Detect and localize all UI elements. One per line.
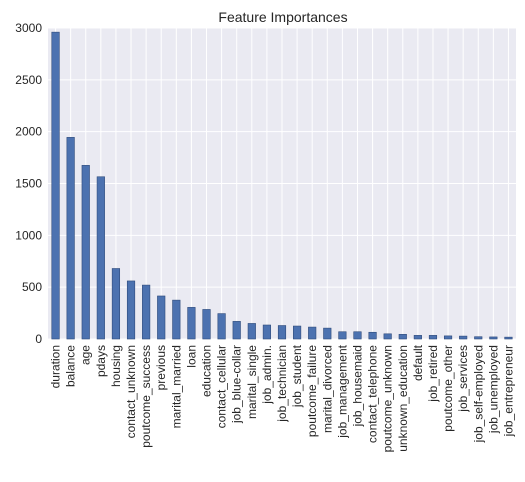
bar-marital_divorced	[324, 328, 332, 339]
bar-job_management	[339, 332, 347, 339]
bar-contact_telephone	[369, 332, 377, 339]
x-tick-label: previous	[154, 345, 168, 390]
bar-job_self-employed	[474, 337, 482, 339]
x-tick-label: job_services	[456, 345, 470, 413]
x-tick-label: marital_married	[169, 345, 183, 428]
bar-pdays	[97, 177, 105, 339]
bar-poutcome_other	[444, 336, 452, 339]
x-tick-label: contact_cellular	[215, 345, 229, 428]
bar-poutcome_success	[142, 285, 150, 339]
y-tick-label: 2500	[15, 73, 42, 87]
x-tick-label: unknown_education	[396, 345, 410, 452]
x-tick-label: marital_single	[245, 345, 259, 419]
bar-previous	[157, 296, 165, 339]
bar-job_admin.	[263, 325, 271, 339]
x-tick-label: balance	[64, 345, 78, 387]
x-tick-label: pdays	[94, 345, 108, 377]
bar-duration	[52, 32, 60, 339]
bar-balance	[67, 137, 75, 339]
bar-education	[203, 309, 211, 339]
bar-job_retired	[429, 335, 437, 339]
bar-default	[414, 335, 422, 339]
bar-poutcome_failure	[308, 327, 316, 339]
x-tick-label: default	[411, 344, 425, 381]
x-tick-label: age	[79, 345, 93, 365]
x-tick-label: job_student	[290, 344, 304, 408]
bar-loan	[188, 307, 196, 339]
bar-job_technician	[278, 326, 286, 339]
y-tick-label: 2000	[15, 125, 42, 139]
bar-marital_married	[173, 300, 181, 339]
bar-job_unemployed	[490, 337, 498, 339]
bar-unknown_education	[399, 334, 407, 339]
y-tick-label: 500	[22, 280, 42, 294]
y-tick-label: 1500	[15, 177, 42, 191]
x-tick-label: duration	[49, 345, 63, 388]
x-tick-label: job_retired	[426, 345, 440, 403]
bar-housing	[112, 269, 120, 339]
x-tick-label: job_technician	[275, 345, 289, 423]
bar-contact_cellular	[218, 314, 226, 339]
bar-job_blue-collar	[233, 321, 241, 339]
x-tick-label: poutcome_success	[139, 345, 153, 448]
bar-job_housemaid	[354, 332, 362, 339]
bar-poutcome_unknown	[384, 334, 392, 339]
x-tick-label: poutcome_unknown	[381, 345, 395, 452]
chart-title: Feature Importances	[218, 9, 347, 25]
bar-job_services	[459, 336, 467, 339]
x-tick-label: education	[200, 345, 214, 397]
x-tick-label: contact_telephone	[366, 345, 380, 443]
bar-age	[82, 165, 90, 339]
x-tick-label: poutcome_failure	[305, 345, 319, 437]
x-tick-label: job_admin.	[260, 345, 274, 405]
x-tick-label: job_entrepreneur	[501, 345, 515, 437]
bar-job_entrepreneur	[505, 337, 513, 339]
x-tick-label: job_housemaid	[350, 345, 364, 427]
x-tick-label: job_self-employed	[471, 345, 485, 443]
y-tick-label: 3000	[15, 21, 42, 35]
x-tick-label: contact_unknown	[124, 345, 138, 438]
bar-job_student	[293, 326, 301, 339]
x-tick-label: job_management	[335, 344, 349, 438]
y-tick-label: 1000	[15, 228, 42, 242]
x-tick-label: loan	[184, 345, 198, 368]
bar-marital_single	[248, 323, 256, 339]
x-tick-label: housing	[109, 345, 123, 387]
x-tick-label: marital_divorced	[320, 345, 334, 433]
x-tick-label: job_blue-collar	[230, 345, 244, 424]
x-tick-label: job_unemployed	[486, 345, 500, 434]
x-tick-label: poutcome_other	[441, 345, 455, 432]
y-tick-label: 0	[35, 332, 42, 346]
bar-contact_unknown	[127, 281, 135, 339]
